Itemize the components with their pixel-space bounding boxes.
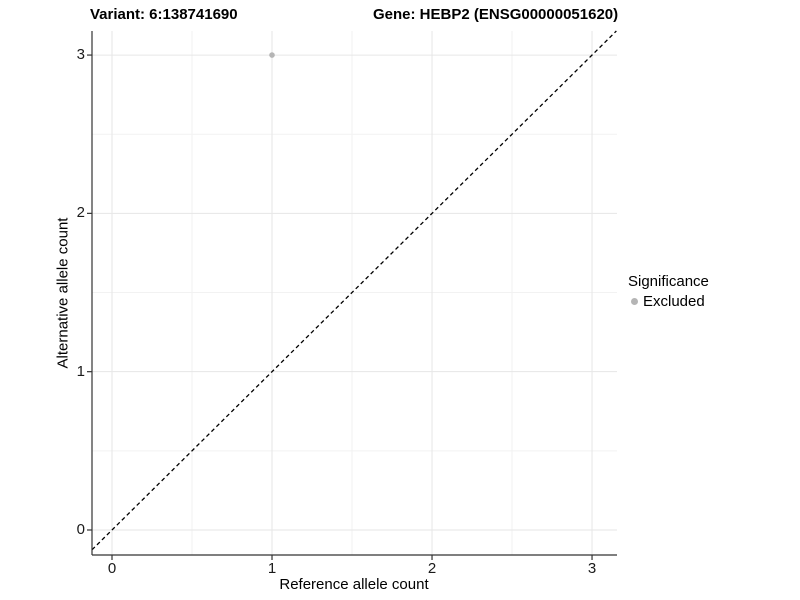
grid-major [92, 31, 617, 555]
y-axis-label: Alternative allele count [54, 217, 72, 369]
x-tick-label: 0 [107, 560, 117, 577]
y-tick-label: 1 [76, 362, 85, 380]
legend-title: Significance [628, 273, 709, 290]
identity-line [91, 30, 617, 551]
legend-item-excluded: Excluded [631, 293, 709, 310]
x-tick-label: 2 [427, 560, 437, 577]
legend: Significance Excluded [628, 273, 709, 310]
y-tick-label: 0 [76, 520, 85, 538]
tick-marks [87, 54, 593, 560]
plot-title-gene: Gene: HEBP2 (ENSG00000051620) [373, 6, 619, 23]
x-axis-label: Reference allele count [279, 576, 429, 593]
legend-point-swatch [631, 298, 638, 305]
y-tick-label: 3 [76, 46, 85, 64]
legend-item-label: Excluded [643, 293, 705, 310]
y-tick-label: 2 [76, 204, 85, 222]
data-point [269, 52, 275, 58]
x-tick-label: 3 [587, 560, 597, 577]
axis-lines [91, 31, 617, 556]
plot-title-variant: Variant: 6:138741690 [90, 6, 238, 23]
x-tick-label: 1 [267, 560, 277, 577]
data-points [269, 52, 275, 58]
grid-minor [92, 31, 617, 555]
